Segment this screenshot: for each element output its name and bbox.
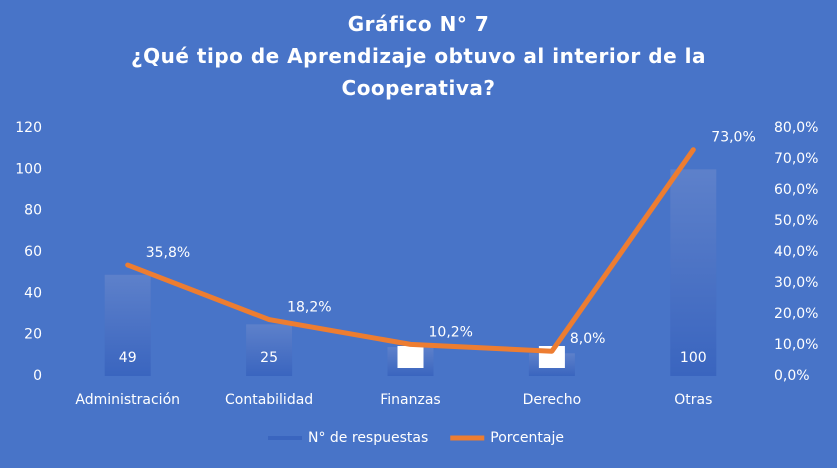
y-tick-label: 120 [15, 120, 42, 136]
y-tick-label: 20 [24, 327, 42, 343]
y2-tick-label: 30,0% [774, 275, 818, 291]
x-tick-label: Contabilidad [225, 392, 313, 408]
legend-swatch [268, 436, 302, 440]
value-label: 8,0% [570, 331, 606, 347]
y-tick-label: 0 [33, 368, 42, 384]
y2-tick-label: 10,0% [774, 337, 818, 353]
bar-shade [670, 169, 717, 376]
line [125, 147, 696, 354]
bar-shade [104, 274, 151, 376]
y2-tick-label: 60,0% [774, 182, 818, 198]
value-label: 18,2% [287, 300, 331, 316]
chart-subtitle: ¿Qué tipo de Aprendizaje obtuvo al inter… [131, 44, 706, 100]
chart-title: Gráfico N° 7 [347, 12, 490, 36]
y-tick-label: 40 [24, 285, 42, 301]
value-label: 10,2% [429, 324, 473, 340]
bar-shade [246, 324, 293, 376]
value-label: 25 [260, 350, 278, 366]
value-label: 73,0% [711, 130, 755, 146]
chart-title-block: Gráfico N° 7 ¿Qué tipo de Aprendizaje ob… [100, 8, 737, 104]
value-label: 49 [119, 350, 137, 366]
x-tick-label: Derecho [523, 392, 582, 408]
y-tick-label: 80 [24, 203, 42, 219]
x-tick-label: Otras [674, 392, 712, 408]
y2-tick-label: 20,0% [774, 306, 818, 322]
y-tick-label: 100 [15, 161, 42, 177]
x-tick-label: Finanzas [380, 392, 440, 408]
value-label: 11 [543, 350, 561, 366]
y2-tick-label: 80,0% [774, 120, 818, 136]
y2-tick-label: 40,0% [774, 244, 818, 260]
value-label: 35,8% [146, 245, 190, 261]
value-label-box [397, 346, 424, 368]
y2-tick-label: 0,0% [774, 368, 810, 384]
y2-tick-label: 70,0% [774, 151, 818, 167]
legend-label: N° de respuestas [308, 430, 428, 446]
legend-label: Porcentaje [490, 430, 564, 446]
value-label: 100 [680, 350, 707, 366]
y2-tick-label: 50,0% [774, 213, 818, 229]
y-tick-label: 60 [24, 244, 42, 260]
x-tick-label: Administración [75, 392, 180, 408]
value-label: 14 [402, 350, 420, 366]
